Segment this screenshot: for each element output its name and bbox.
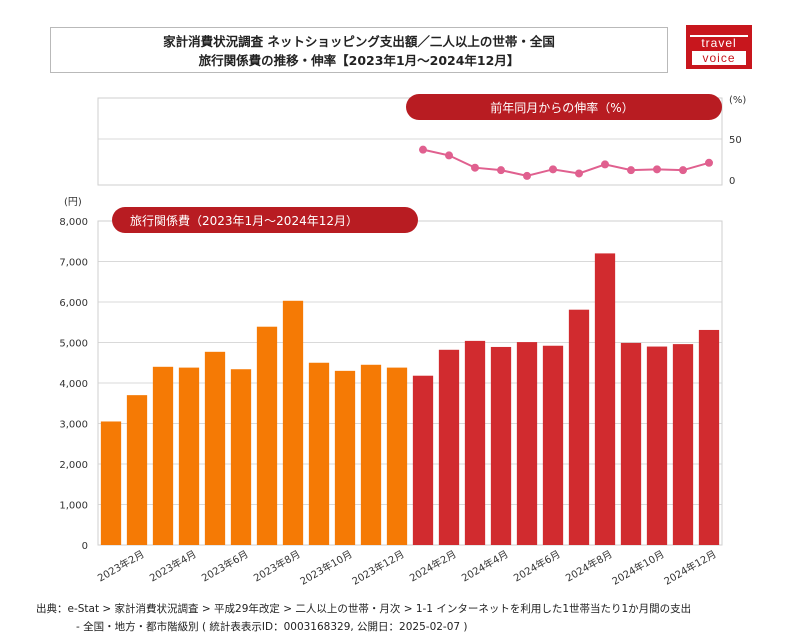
amount-bar	[256, 326, 278, 545]
growth-chart-title: 前年同月からの伸率（%）	[490, 100, 633, 115]
amount-y-tick-label: 6,000	[59, 298, 88, 309]
amount-y-tick-label: 2,000	[59, 460, 88, 471]
growth-y-axis-unit: (%)	[729, 95, 746, 106]
amount-x-tick-label: 2023年4月	[147, 547, 198, 584]
amount-y-tick-label: 5,000	[59, 339, 88, 350]
logo-word-travel: travel	[701, 36, 736, 50]
amount-x-tick-label: 2023年8月	[251, 547, 302, 584]
growth-title-pill	[406, 94, 722, 120]
amount-y-tick-label: 1,000	[59, 501, 88, 512]
amount-x-tick-label: 2024年10月	[610, 547, 667, 587]
amount-bar	[386, 367, 408, 545]
growth-y-tick-label: 50	[729, 135, 742, 146]
amount-y-tick-label: 8,000	[59, 217, 88, 228]
amount-bar	[204, 351, 226, 545]
amount-x-tick-label: 2024年2月	[407, 547, 458, 584]
growth-point	[575, 169, 583, 178]
growth-point	[627, 166, 635, 175]
growth-line	[422, 148, 710, 177]
amount-bar	[308, 362, 330, 545]
amount-bar	[178, 367, 200, 545]
travel-voice-logo: travel voice	[686, 25, 752, 69]
amount-bar	[230, 369, 252, 545]
amount-bar	[334, 370, 356, 545]
growth-point	[419, 145, 427, 154]
chart-area: 0 1,000 2,000 3,000 4,000 5,000 6,000 7,000 8,00…	[59, 94, 746, 588]
amount-title-pill	[112, 207, 418, 233]
amount-bar	[542, 345, 564, 545]
amount-bar	[516, 342, 538, 545]
growth-point	[523, 171, 531, 180]
amount-x-tick-label: 2023年6月	[199, 547, 250, 584]
amount-bar	[568, 309, 590, 545]
amount-bar	[100, 421, 122, 545]
amount-bar	[646, 346, 668, 545]
amount-bar	[282, 300, 304, 545]
amount-x-tick-label: 2023年2月	[95, 547, 146, 584]
growth-y-tick-label: 0	[729, 176, 735, 187]
amount-x-tick-label: 2024年12月	[662, 547, 719, 587]
amount-x-tick-label: 2024年4月	[459, 547, 510, 584]
source-note: 出典：e-Stat > 家計消費状況調査 > 平成29年改定 > 二人以上の世帯…	[36, 600, 691, 636]
source-line-2: - 全国・地方・都市階級別 ( 統計表表示ID：0003168329, 公開日：…	[76, 621, 468, 633]
growth-point	[679, 166, 687, 175]
amount-x-tick-label: 2024年6月	[511, 547, 562, 584]
amount-chart-title: 旅行関係費（2023年1月～2024年12月）	[130, 213, 358, 228]
amount-y-tick-label: 0	[82, 541, 88, 552]
amount-bar	[412, 375, 434, 545]
amount-x-tick-label: 2024年8月	[563, 547, 614, 584]
growth-point	[601, 160, 609, 169]
chart-title-line2: 旅行関係費の推移・伸率【2023年1月～2024年12月】	[198, 53, 520, 68]
amount-bar	[698, 329, 720, 545]
growth-point	[653, 165, 661, 174]
amount-y-axis-unit: (円)	[64, 197, 82, 208]
amount-bar	[152, 366, 174, 545]
amount-y-tick-label: 7,000	[59, 258, 88, 269]
growth-point	[471, 163, 479, 172]
amount-x-tick-label: 2023年10月	[298, 547, 355, 587]
amount-bar	[594, 253, 616, 545]
chart-title-box: 家計消費状況調査 ネットショッピング支出額／二人以上の世帯・全国 旅行関係費の推…	[50, 27, 668, 73]
amount-x-tick-label: 2023年12月	[350, 547, 407, 587]
amount-bar	[360, 364, 382, 545]
growth-point	[549, 165, 557, 174]
growth-point	[497, 166, 505, 175]
source-line-1: 出典：e-Stat > 家計消費状況調査 > 平成29年改定 > 二人以上の世帯…	[36, 603, 692, 615]
amount-y-tick-label: 4,000	[59, 379, 88, 390]
amount-bar	[126, 395, 148, 545]
amount-y-tick-label: 3,000	[59, 420, 88, 431]
logo-word-voice: voice	[702, 51, 735, 65]
amount-bar	[620, 342, 642, 545]
amount-bar	[438, 349, 460, 545]
growth-point	[445, 151, 453, 160]
growth-point	[705, 158, 713, 167]
chart-title-line1: 家計消費状況調査 ネットショッピング支出額／二人以上の世帯・全国	[163, 34, 555, 49]
amount-bar	[490, 346, 512, 545]
amount-bar	[672, 344, 694, 545]
amount-bar	[464, 340, 486, 545]
